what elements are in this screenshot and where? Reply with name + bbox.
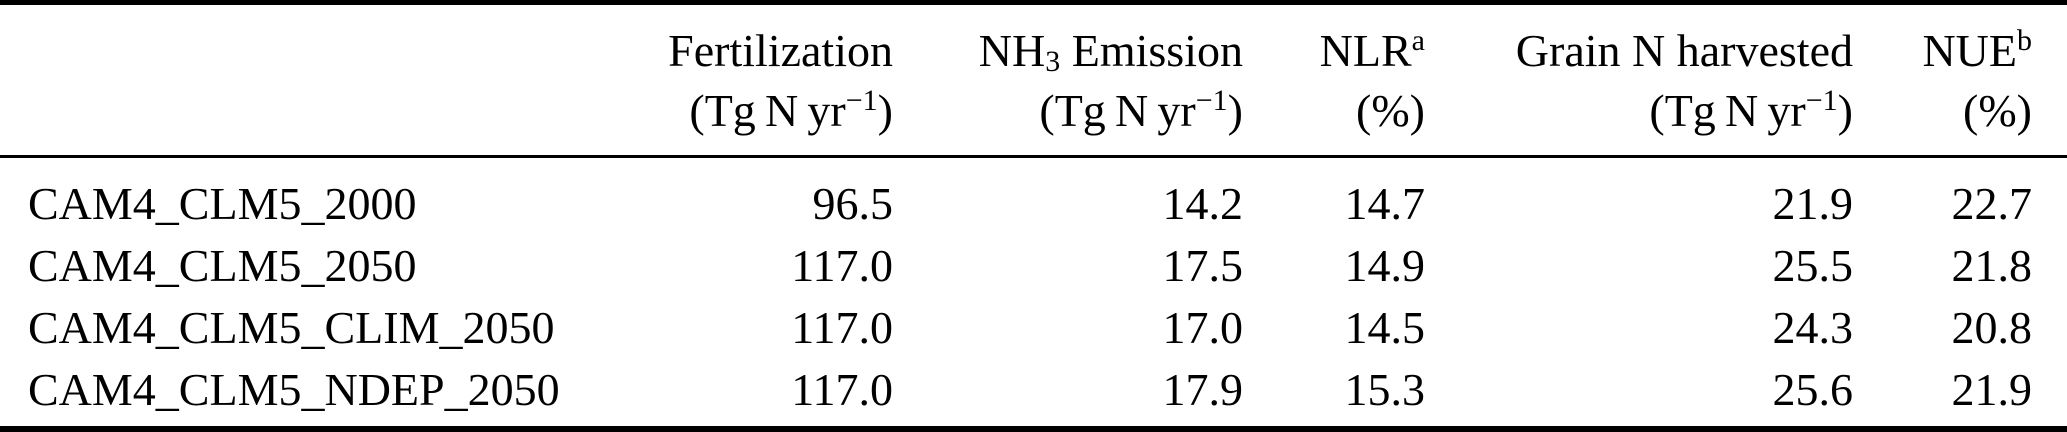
fertilization-value: 96.5 — [812, 177, 894, 229]
exponent: −1 — [1195, 83, 1228, 117]
fertilization-value: 117.0 — [791, 301, 893, 353]
table-body: CAM4_CLM5_2000 96.5 14.2 14.7 21.9 22.7 … — [0, 157, 2067, 421]
exponent: −1 — [845, 83, 878, 117]
fertilization-value: 117.0 — [791, 239, 893, 291]
col-header-fertilization: Fertilization (Tg N yr−1) — [560, 5, 893, 158]
col-header-nue: NUEb (%) — [1853, 5, 2067, 158]
results-table: Fertilization (Tg N yr−1) NH3 Emission (… — [0, 5, 2067, 420]
col-header-fertilization-label: Fertilization — [668, 25, 893, 76]
nue-value: 22.7 — [1951, 177, 2033, 229]
nue-value: 20.8 — [1951, 301, 2033, 353]
col-header-nlr: NLRa (%) — [1243, 5, 1425, 158]
nh3-emission-value: 17.5 — [1162, 239, 1244, 291]
scenario-name: CAM4_CLM5_2000 — [28, 177, 417, 229]
nlr-value: 15.3 — [1344, 363, 1426, 415]
col-header-nue-unit: (%) — [1963, 85, 2032, 136]
fertilization-value: 117.0 — [791, 363, 893, 415]
col-header-nh3-emission-label: NH3 Emission — [978, 25, 1243, 79]
header-row: Fertilization (Tg N yr−1) NH3 Emission (… — [0, 5, 2067, 158]
grain-n-harvested-value: 24.3 — [1772, 301, 1854, 353]
nh3-emission-value: 17.9 — [1162, 363, 1244, 415]
col-header-fertilization-unit: (Tg N yr−1) — [689, 83, 893, 136]
col-header-grain-n-harvested-label: Grain N harvested — [1515, 25, 1853, 76]
nh3-emission-value: 17.0 — [1162, 301, 1244, 353]
col-header-grain-n-harvested-unit: (Tg N yr−1) — [1649, 83, 1853, 136]
nlr-value: 14.9 — [1344, 239, 1426, 291]
nue-value: 21.8 — [1951, 239, 2033, 291]
scenario-name: CAM4_CLM5_2050 — [28, 239, 417, 291]
subscript: 3 — [1045, 45, 1061, 79]
col-header-nlr-unit: (%) — [1356, 85, 1425, 136]
grain-n-harvested-value: 25.5 — [1772, 239, 1854, 291]
footnote-marker-a: a — [1411, 23, 1425, 57]
grain-n-harvested-value: 25.6 — [1772, 363, 1854, 415]
col-header-nh3-emission-unit: (Tg N yr−1) — [1039, 83, 1243, 136]
table-row: CAM4_CLM5_NDEP_2050 117.0 17.9 15.3 25.6… — [0, 358, 2067, 420]
table-row: CAM4_CLM5_2050 117.0 17.5 14.9 25.5 21.8 — [0, 234, 2067, 296]
table-row: CAM4_CLM5_2000 96.5 14.2 14.7 21.9 22.7 — [0, 157, 2067, 235]
col-header-nh3-emission: NH3 Emission (Tg N yr−1) — [893, 5, 1243, 158]
nue-value: 21.9 — [1951, 363, 2033, 415]
col-header-scenario — [0, 5, 560, 158]
col-header-nlr-label: NLRa — [1319, 23, 1425, 76]
scenario-name: CAM4_CLM5_CLIM_2050 — [28, 301, 555, 353]
nlr-value: 14.5 — [1344, 301, 1426, 353]
exponent: −1 — [1805, 83, 1838, 117]
grain-n-harvested-value: 21.9 — [1772, 177, 1854, 229]
col-header-grain-n-harvested: Grain N harvested (Tg N yr−1) — [1425, 5, 1853, 158]
nh3-emission-value: 14.2 — [1162, 177, 1244, 229]
table-row: CAM4_CLM5_CLIM_2050 117.0 17.0 14.5 24.3… — [0, 296, 2067, 358]
footnote-marker-b: b — [2017, 23, 2032, 57]
table-header: Fertilization (Tg N yr−1) NH3 Emission (… — [0, 5, 2067, 158]
nlr-value: 14.7 — [1344, 177, 1426, 229]
col-header-nue-label: NUEb — [1922, 23, 2032, 76]
scenario-name: CAM4_CLM5_NDEP_2050 — [28, 363, 560, 415]
